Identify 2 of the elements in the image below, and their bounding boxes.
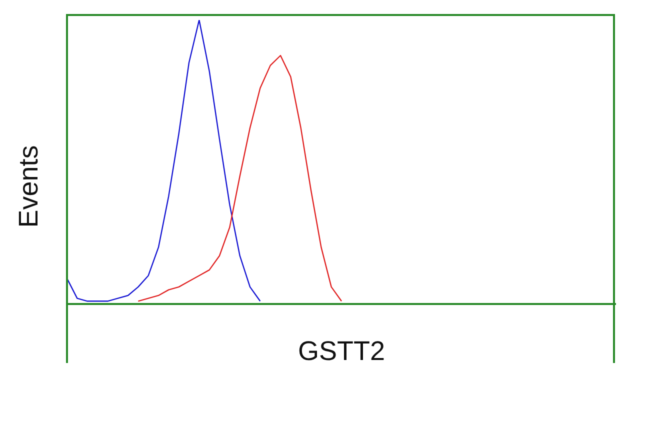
- x-axis-title: GSTT2: [298, 336, 386, 366]
- y-axis-title: Events: [14, 144, 44, 228]
